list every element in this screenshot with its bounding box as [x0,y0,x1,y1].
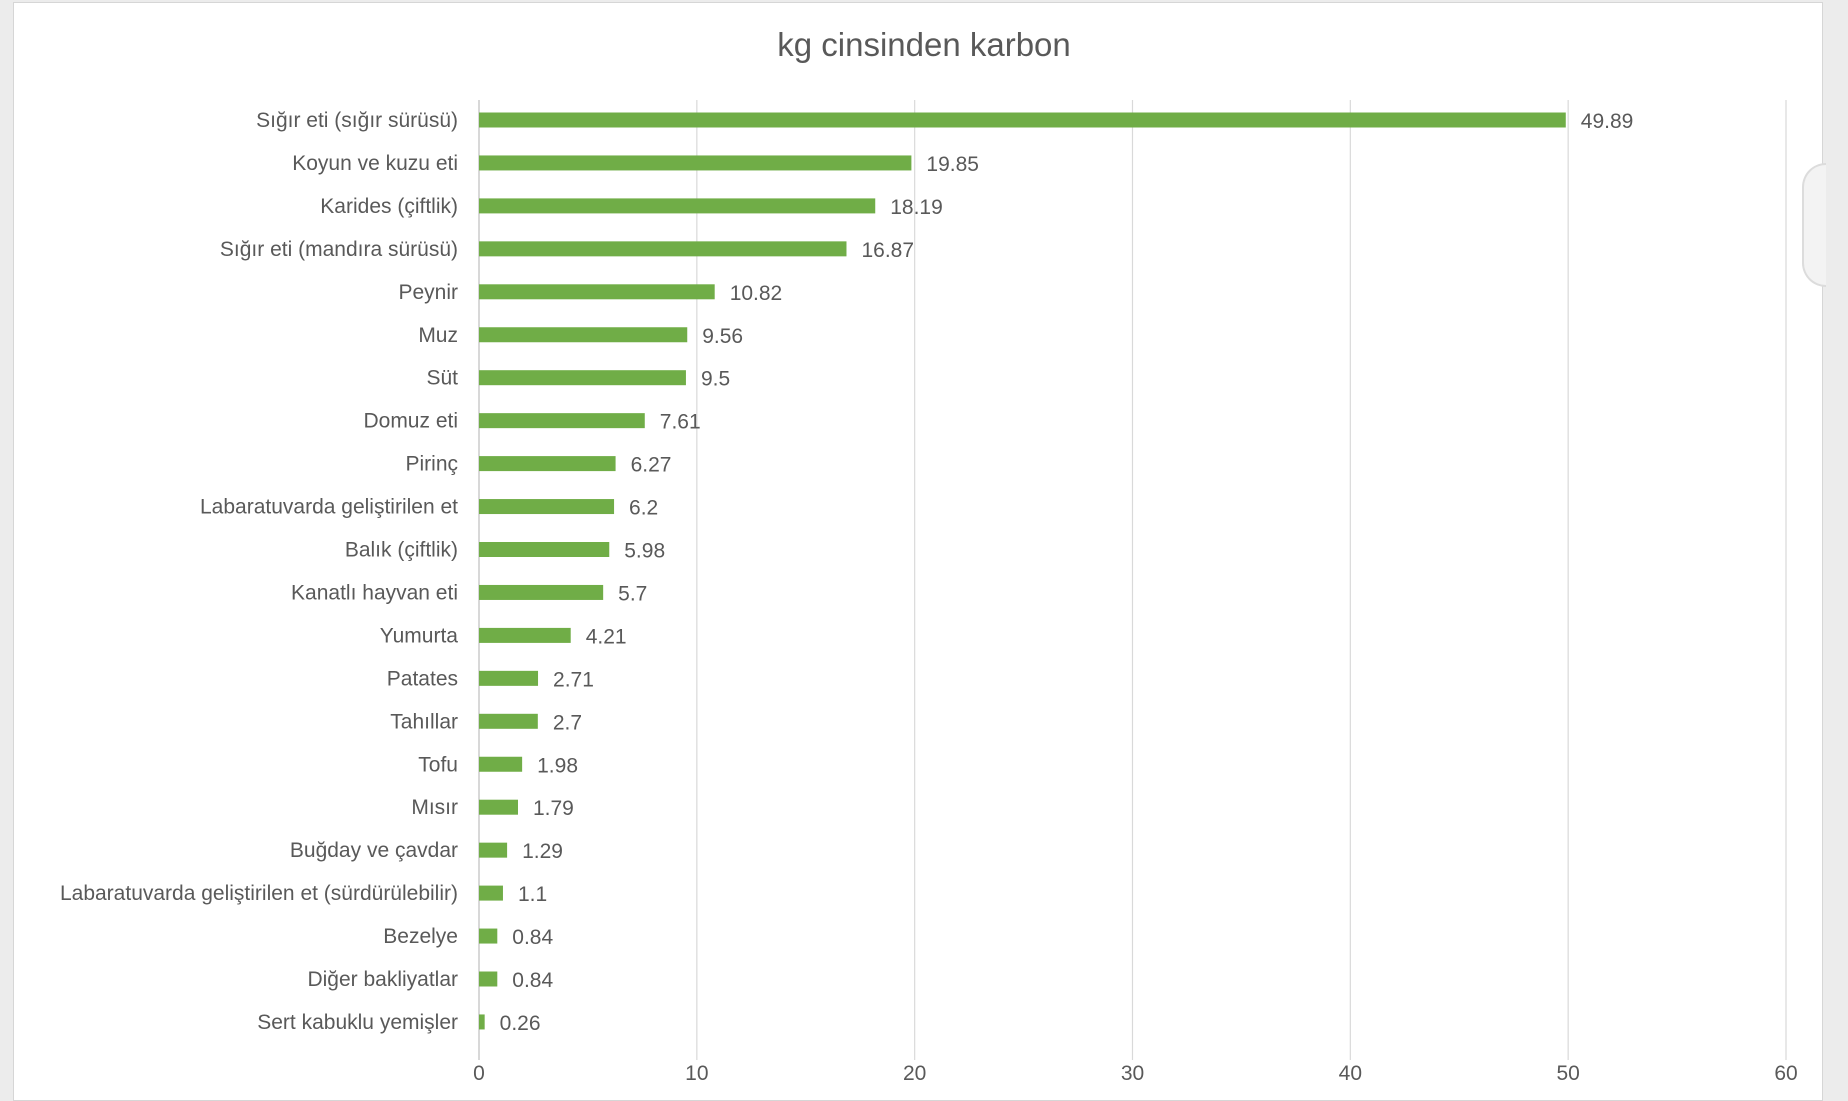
x-tick-label: 20 [903,1062,926,1085]
category-label: Labaratuvarda geliştirilen et (sürdürüle… [60,882,458,905]
data-label: 16.87 [861,239,914,262]
category-label: Yumurta [380,624,459,647]
bar [479,713,538,729]
chart-title: kg cinsinden karbon [777,26,1071,63]
x-tick-label: 30 [1121,1062,1144,1085]
x-tick-label: 10 [685,1062,708,1085]
bar [479,370,686,386]
bar [479,112,1566,128]
bar [479,327,688,343]
category-label: Bezelye [383,925,458,948]
category-label: Pirinç [405,453,458,476]
category-label: Sert kabuklu yemişler [257,1011,458,1034]
data-label: 1.29 [522,840,563,863]
data-label: 0.26 [500,1012,541,1035]
category-label: Peynir [398,281,458,304]
category-label: Balık (çiftlik) [345,539,458,562]
bar [479,284,715,300]
data-label: 18.19 [890,196,943,219]
category-label: Domuz eti [363,410,458,433]
data-label: 5.7 [618,582,647,605]
category-label: Karides (çiftlik) [320,195,458,218]
category-label: Sığır eti (mandıra sürüsü) [220,238,458,261]
category-label: Tahıllar [390,710,458,733]
category-label: Süt [426,367,458,390]
category-label: Mısır [411,796,458,819]
category-label: Sığır eti (sığır sürüsü) [256,109,458,132]
data-label: 49.89 [1581,110,1634,133]
side-arc-decoration [1802,163,1826,287]
bar [479,928,498,944]
data-label: 0.84 [512,969,553,992]
data-label: 9.5 [701,368,730,391]
data-label: 0.84 [512,926,553,949]
bar [479,842,508,858]
data-label: 6.27 [631,454,672,477]
x-tick-label: 50 [1556,1062,1579,1085]
bar [479,885,503,901]
data-label: 1.79 [533,797,574,820]
data-label: 2.71 [553,668,594,691]
category-label: Patates [387,667,458,690]
bar [479,971,498,987]
data-label: 2.7 [553,711,582,734]
bar [479,1014,485,1030]
data-label: 1.1 [518,883,547,906]
bar [479,799,518,815]
category-label: Diğer bakliyatlar [307,968,458,991]
data-label: 1.98 [537,754,578,777]
x-tick-label: 40 [1339,1062,1362,1085]
x-tick-label: 60 [1774,1062,1797,1085]
bar [479,413,645,429]
chart-panel [13,2,1826,1101]
category-label: Buğday ve çavdar [290,839,458,862]
bar [479,670,539,686]
data-label: 6.2 [629,497,658,520]
data-label: 7.61 [660,411,701,434]
category-label: Kanatlı hayvan eti [291,581,458,604]
category-label: Labaratuvarda geliştirilen et [200,496,458,519]
data-label: 4.21 [586,625,627,648]
bar [479,584,604,600]
bar [479,756,523,772]
x-tick-label: 0 [473,1062,485,1085]
bar [479,627,571,643]
bar [479,542,610,557]
bar [479,499,615,515]
bar [479,198,876,214]
bar [479,241,847,257]
data-label: 10.82 [730,282,783,305]
data-label: 9.56 [702,325,743,348]
data-label: 5.98 [624,540,665,563]
category-label: Muz [418,324,458,347]
category-label: Tofu [418,753,458,776]
data-label: 19.85 [926,153,979,176]
bar [479,155,912,171]
category-label: Koyun ve kuzu eti [292,152,458,175]
bar [479,456,616,472]
